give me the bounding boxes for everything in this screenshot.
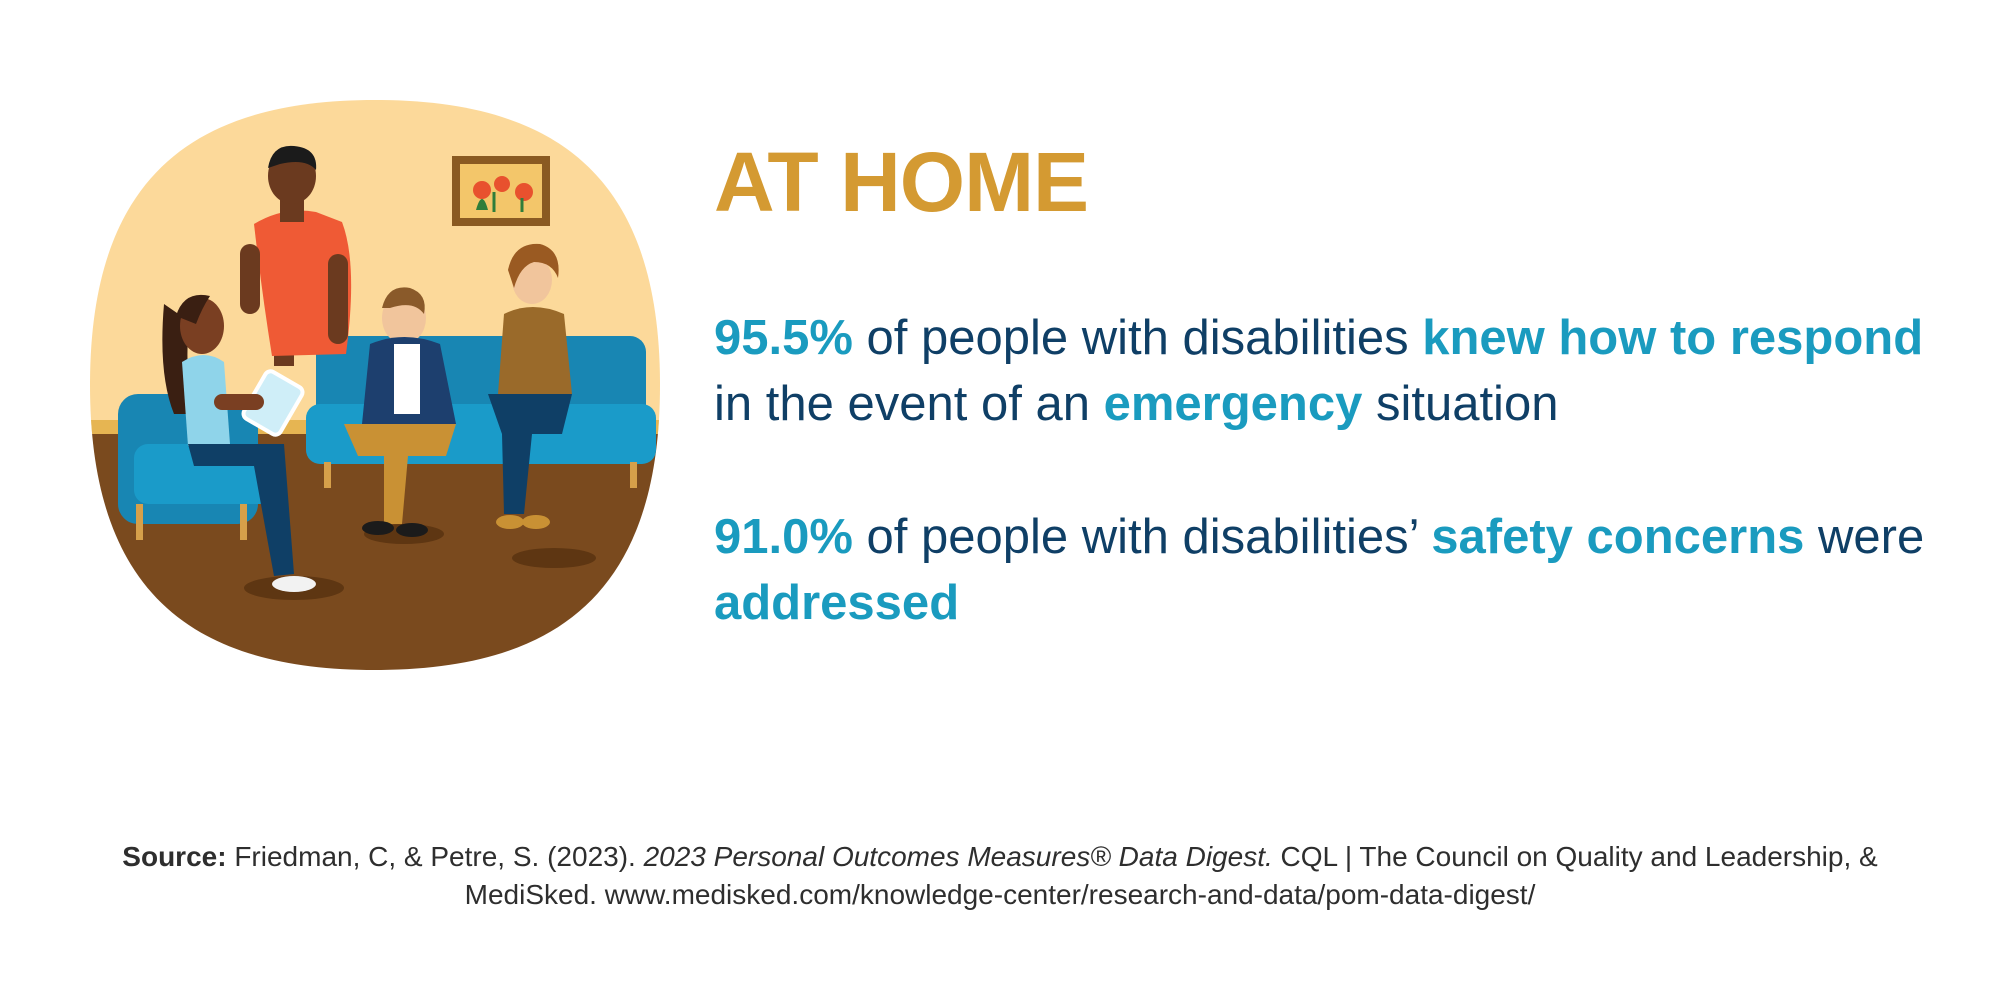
stat-percent: 91.0% (714, 510, 853, 564)
living-room-illustration (84, 94, 666, 676)
source-citation: Source: Friedman, C, & Petre, S. (2023).… (100, 838, 1900, 914)
source-publisher-url: CQL | The Council on Quality and Leaders… (464, 841, 1878, 910)
seated-man (344, 287, 456, 537)
stat-safety-concerns: 91.0% of people with disabilities’ safet… (714, 504, 1964, 636)
stat-text: in the event of an (714, 377, 1104, 431)
stat-text: of people with disabilities’ (852, 510, 1432, 564)
stat-highlight: emergency (1103, 377, 1363, 431)
seated-woman (488, 243, 572, 529)
standing-man (240, 145, 352, 366)
woman-with-tablet (162, 294, 316, 592)
stat-highlight: knew how to respond (1422, 311, 1924, 365)
stat-text: of people with disabilities (852, 311, 1423, 365)
stat-emergency-response: 95.5% of people with disabilities knew h… (714, 305, 1964, 437)
stat-highlight: safety concerns (1431, 510, 1805, 564)
page-title: AT HOME (714, 135, 1089, 229)
stat-percent: 95.5% (714, 311, 853, 365)
stat-highlight: addressed (714, 576, 960, 630)
source-title: 2023 Personal Outcomes Measures® Data Di… (643, 841, 1273, 872)
stat-text: were (1804, 510, 1925, 564)
wall-picture (452, 156, 550, 226)
source-label: Source: (122, 841, 227, 872)
stat-text: situation (1362, 377, 1559, 431)
source-authors: Friedman, C, & Petre, S. (2023). (226, 841, 644, 872)
